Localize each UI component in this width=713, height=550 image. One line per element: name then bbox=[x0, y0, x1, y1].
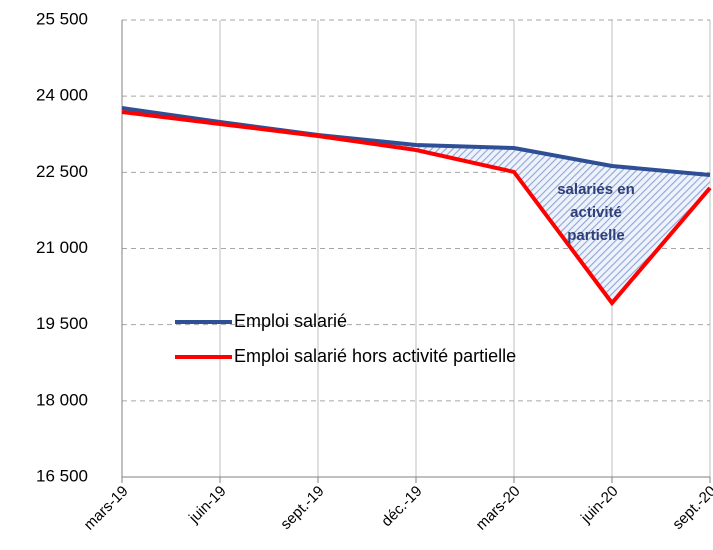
annotation: salariés en bbox=[557, 181, 635, 198]
series-line bbox=[121, 110, 712, 307]
x-tick-label: mars-20 bbox=[473, 483, 524, 534]
legend-label: Emploi salarié hors activité partielle bbox=[234, 346, 516, 366]
y-tick-label: 16 500 bbox=[36, 466, 88, 485]
y-tick-label: 25 500 bbox=[36, 9, 88, 28]
x-tick-label: juin-19 bbox=[185, 483, 230, 528]
x-tick-label: mars-19 bbox=[81, 483, 132, 534]
x-tick-label: sept.-20 bbox=[669, 483, 713, 533]
x-tick-label: déc.-19 bbox=[378, 483, 425, 530]
annotation: activité bbox=[570, 204, 622, 221]
x-tick-label: juin-20 bbox=[577, 483, 622, 528]
x-tick-label: sept.-19 bbox=[277, 483, 327, 533]
legend-label: Emploi salarié bbox=[234, 311, 347, 331]
y-tick-label: 19 500 bbox=[36, 314, 88, 333]
annotation: partielle bbox=[567, 227, 625, 244]
y-tick-label: 24 000 bbox=[36, 86, 88, 105]
y-tick-label: 22 500 bbox=[36, 162, 88, 181]
y-tick-label: 21 000 bbox=[36, 238, 88, 257]
y-tick-label: 18 000 bbox=[36, 390, 88, 409]
